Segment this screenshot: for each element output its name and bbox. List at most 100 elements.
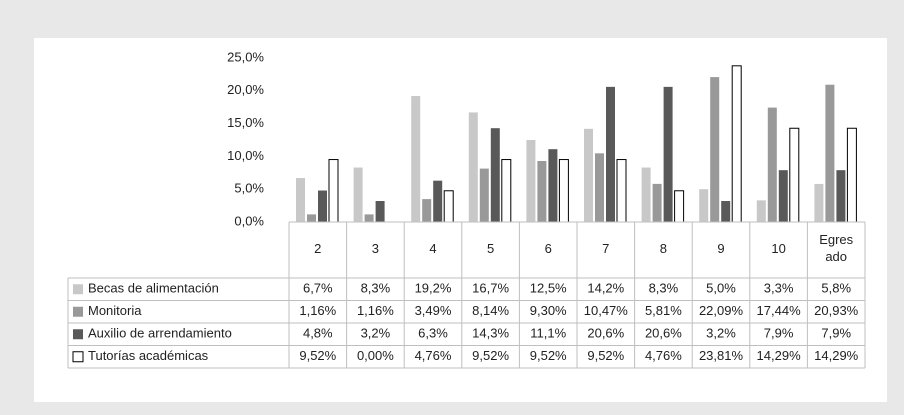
data-label: 14,2% <box>587 281 624 296</box>
bar <box>731 65 742 223</box>
data-label: 9,52% <box>587 348 624 363</box>
data-label: 1,16% <box>357 303 394 318</box>
data-label: 4,76% <box>415 348 452 363</box>
bar <box>789 127 800 223</box>
bar <box>584 128 593 222</box>
data-label: 3,2% <box>706 326 736 341</box>
data-label: 10,47% <box>584 303 629 318</box>
bar <box>548 149 558 222</box>
data-label: 9,52% <box>472 348 509 363</box>
bar <box>433 180 443 222</box>
data-label: 9,52% <box>530 348 567 363</box>
y-tick-label: 0,0% <box>234 213 264 228</box>
bar <box>825 84 835 222</box>
bar <box>411 96 421 222</box>
bar <box>616 159 627 223</box>
data-label: 8,3% <box>649 281 679 296</box>
bar <box>318 190 327 222</box>
x-tick-label: 5 <box>486 240 495 256</box>
bar <box>353 167 363 222</box>
data-label: 1,16% <box>299 303 336 318</box>
bar <box>526 140 536 222</box>
legend-swatch <box>73 306 83 317</box>
bar <box>756 200 766 222</box>
bar <box>778 170 788 222</box>
data-label: 16,7% <box>472 281 509 296</box>
x-tick-label-box: 4 <box>429 240 437 256</box>
data-label: 11,1% <box>530 326 566 341</box>
legend-swatch <box>73 329 83 340</box>
x-tick-label: 10 <box>771 240 786 256</box>
bar <box>468 112 478 222</box>
x-tick-label: 6 <box>544 240 552 256</box>
data-label: 20,6% <box>645 326 682 341</box>
bar <box>537 160 547 222</box>
legend-label: Auxilio de arrendamiento <box>88 326 232 341</box>
bar <box>663 86 673 222</box>
bar <box>846 127 857 223</box>
legend-swatch <box>73 284 83 295</box>
bar <box>443 190 454 223</box>
x-tick-label: 2 <box>314 240 322 256</box>
x-tick-label: 9 <box>717 240 725 256</box>
bar <box>595 153 604 222</box>
x-tick-label-box: 3 <box>372 241 379 256</box>
y-tick-label: 20,0% <box>227 82 264 97</box>
bar <box>767 107 777 222</box>
bar <box>501 159 512 223</box>
legend-label: Becas de alimentación <box>88 281 219 296</box>
bar <box>422 199 432 222</box>
bar <box>710 77 720 222</box>
data-label: 20,6% <box>587 326 624 341</box>
data-label: 7,9% <box>764 326 794 341</box>
data-label: 5,81% <box>645 303 682 318</box>
data-label: 23,81% <box>699 348 744 363</box>
data-label: 4,8% <box>303 326 333 341</box>
bar <box>641 167 651 222</box>
data-label: 4,76% <box>645 348 682 363</box>
data-label: 6,3% <box>418 326 448 341</box>
data-label: 22,09% <box>699 303 744 318</box>
data-label: 5,8% <box>821 281 851 296</box>
x-tick-label-box: 7 <box>602 241 609 256</box>
bar <box>307 214 316 222</box>
bar <box>296 178 305 222</box>
y-tick-label: 25,0% <box>227 49 264 64</box>
data-label: 17,44% <box>757 303 802 318</box>
bar <box>558 159 569 223</box>
bar <box>674 190 685 223</box>
data-label: 14,29% <box>757 348 802 363</box>
data-label: 8,14% <box>472 303 509 318</box>
x-tick-label-box: 6 <box>544 240 552 256</box>
data-label: 19,2% <box>415 281 452 296</box>
data-label: 20,93% <box>814 303 859 318</box>
data-label: 9,30% <box>530 303 567 318</box>
x-tick-label-box: Egresado <box>819 232 854 264</box>
bar <box>814 183 824 222</box>
data-label: 7,9% <box>821 326 851 341</box>
x-tick-label: Egresado <box>819 232 854 264</box>
data-label: 0,00% <box>357 348 394 363</box>
bar <box>479 168 489 222</box>
x-tick-label-box: 9 <box>717 240 725 256</box>
x-tick-label-box: 10 <box>771 240 786 256</box>
bar <box>836 170 846 222</box>
bar <box>652 183 662 222</box>
y-tick-label: 10,0% <box>227 148 264 163</box>
bar <box>490 128 500 222</box>
bar <box>721 201 731 222</box>
bar <box>606 86 615 222</box>
bar <box>364 214 374 222</box>
data-label: 14,3% <box>472 326 509 341</box>
data-label: 8,3% <box>361 281 391 296</box>
y-tick-label: 5,0% <box>234 181 264 196</box>
x-tick-label: 4 <box>429 240 437 256</box>
data-label: 14,29% <box>814 348 859 363</box>
y-tick-label: 15,0% <box>227 115 264 130</box>
data-label: 12,5% <box>530 281 567 296</box>
legend-swatch <box>72 351 84 363</box>
legend-label: Tutorías académicas <box>88 348 209 363</box>
bar <box>375 201 385 222</box>
x-tick-label-box: 5 <box>486 240 495 256</box>
